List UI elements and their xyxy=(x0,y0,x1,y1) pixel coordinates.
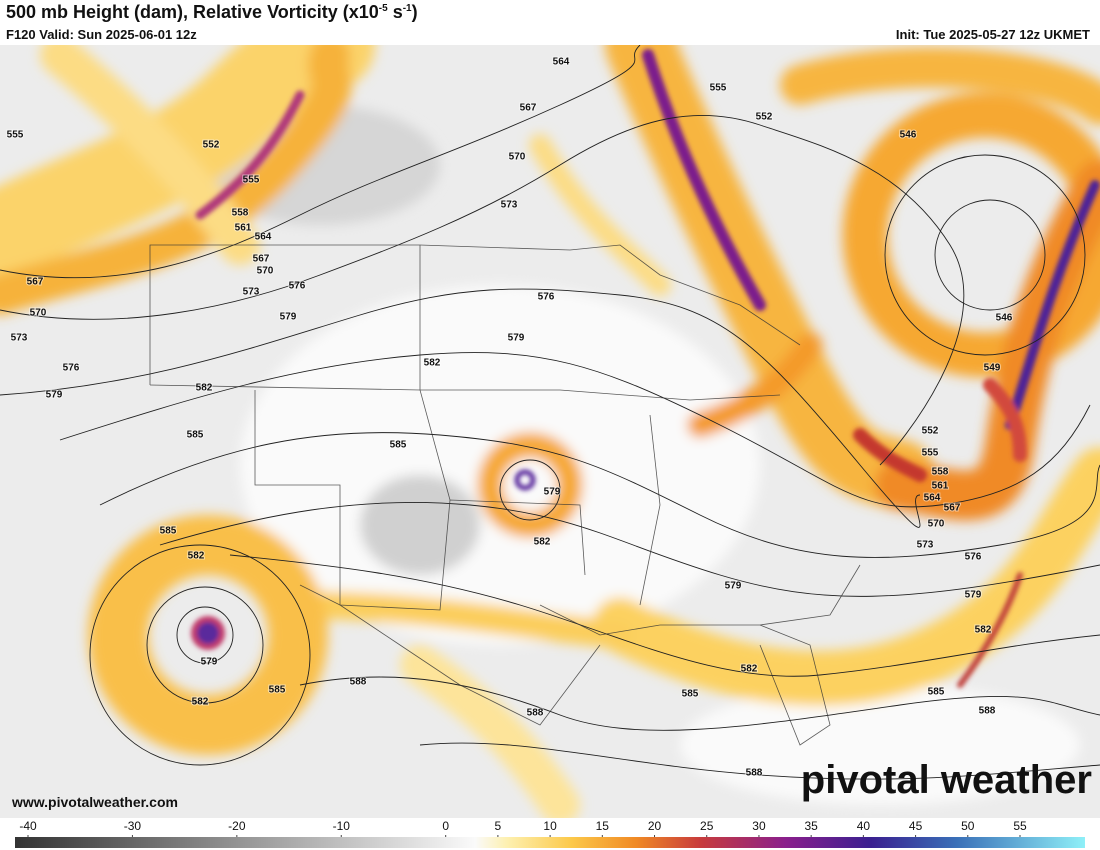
vorticity-maxima xyxy=(191,49,1100,688)
contour-label: 561 xyxy=(235,223,252,234)
contour-label: 585 xyxy=(269,685,286,696)
contour-label: 549 xyxy=(984,363,1001,374)
colorbar-strip xyxy=(15,837,1085,848)
contour-label: 570 xyxy=(30,308,47,319)
contour-label: 582 xyxy=(975,625,992,636)
borders xyxy=(149,244,861,746)
contour-label: 585 xyxy=(160,526,177,537)
contour-label: 561 xyxy=(932,481,949,492)
contour-label: 567 xyxy=(27,277,44,288)
contour-label: 573 xyxy=(917,540,934,551)
contour-label: 579 xyxy=(544,487,561,498)
colorbar-tick-label: 30 xyxy=(752,819,766,833)
contour-label: 585 xyxy=(390,440,407,451)
contour-label: 570 xyxy=(509,152,526,163)
watermark: pivotal weather xyxy=(801,758,1092,802)
contour-label: 579 xyxy=(508,333,525,344)
title-close: ) xyxy=(411,2,418,22)
title: 500 mb Height (dam), Relative Vorticity … xyxy=(6,2,1100,23)
colorbar-tick-label: 55 xyxy=(1013,819,1027,833)
colorbar-tick-label: -30 xyxy=(124,819,142,833)
contour-label: 567 xyxy=(520,103,537,114)
contour-label: 567 xyxy=(944,503,961,514)
contour-label: 576 xyxy=(965,552,982,563)
contour-label: 579 xyxy=(46,390,63,401)
contour-label: 588 xyxy=(979,706,996,717)
url: www.pivotalweather.com xyxy=(11,794,178,810)
contour-labels: 5555525555585615645675705735765795675705… xyxy=(6,56,1014,780)
contour-label: 585 xyxy=(187,430,204,441)
contour-label: 552 xyxy=(922,426,939,437)
contour-label: 552 xyxy=(756,112,773,123)
contour-label: 546 xyxy=(900,130,917,141)
colorbar-tick-label: 15 xyxy=(596,819,610,833)
height-contours xyxy=(0,45,1100,780)
colorbar: -40 -30 -20 -10 0 5 10 15 20 25 30 35 40 45 50 55 xyxy=(15,819,1085,848)
colorbar-tick-label: 0 xyxy=(442,819,449,833)
contour-label: 573 xyxy=(11,333,28,344)
contour-label: 579 xyxy=(201,657,218,668)
colorbar-tick-label: 20 xyxy=(648,819,662,833)
map: 5555525555585615645675705735765795675705… xyxy=(0,45,1100,818)
contour-label: 576 xyxy=(63,363,80,374)
contour-label: 552 xyxy=(203,140,220,151)
colorbar-tick-label: 40 xyxy=(857,819,871,833)
contour-label: 567 xyxy=(253,254,270,265)
colorbar-tick-label: 50 xyxy=(961,819,975,833)
contour-label: 555 xyxy=(7,130,24,141)
title-unit: s xyxy=(387,2,403,22)
colorbar-tick-label: -20 xyxy=(228,819,246,833)
colorbar-ticks: -40 -30 -20 -10 0 5 10 15 20 25 30 35 40 45 50 55 xyxy=(19,819,1027,837)
init-time: Init: Tue 2025-05-27 12z UKMET xyxy=(895,27,1090,42)
valid-time: F120 Valid: Sun 2025-06-01 12z xyxy=(6,27,197,42)
colorbar-tick-label: 45 xyxy=(909,819,923,833)
contour-label: 588 xyxy=(746,768,763,779)
contour-label: 585 xyxy=(928,687,945,698)
colorbar-tick-label: 25 xyxy=(700,819,714,833)
contour-label: 582 xyxy=(188,551,205,562)
contour-label: 570 xyxy=(928,519,945,530)
contour-label: 558 xyxy=(932,467,949,478)
contour-label: 582 xyxy=(741,664,758,675)
contour-label: 585 xyxy=(682,689,699,700)
colorbar-tick-label: -40 xyxy=(19,819,37,833)
contour-label: 555 xyxy=(243,175,260,186)
contour-label: 582 xyxy=(424,358,441,369)
title-exponent: -5 xyxy=(378,3,388,14)
title-text: 500 mb Height (dam), Relative Vorticity … xyxy=(6,2,379,22)
colorbar-tick-label: 5 xyxy=(495,819,502,833)
contour-label: 588 xyxy=(527,708,544,719)
contour-label: 588 xyxy=(350,677,367,688)
contour-label: 573 xyxy=(501,200,518,211)
contour-label: 546 xyxy=(996,313,1013,324)
colorbar-tick-label: -10 xyxy=(333,819,351,833)
contour-label: 582 xyxy=(534,537,551,548)
contour-label: 555 xyxy=(710,83,727,94)
contour-label: 573 xyxy=(243,287,260,298)
title-unit-exponent: -1 xyxy=(402,3,412,14)
colorbar-tick-label: 35 xyxy=(804,819,818,833)
contour-label: 579 xyxy=(965,590,982,601)
colorbar-tick-label: 10 xyxy=(543,819,557,833)
contour-label: 579 xyxy=(725,581,742,592)
contour-label: 582 xyxy=(196,383,213,394)
contour-label: 558 xyxy=(232,208,249,219)
contour-label: 576 xyxy=(289,281,306,292)
contour-label: 564 xyxy=(924,493,941,504)
contour-label: 579 xyxy=(280,312,297,323)
contour-label: 576 xyxy=(538,292,555,303)
contour-label: 555 xyxy=(922,448,939,459)
contour-label: 582 xyxy=(192,697,209,708)
contour-label: 564 xyxy=(255,232,272,243)
contour-label: 564 xyxy=(553,57,570,68)
contour-label: 570 xyxy=(257,266,274,277)
